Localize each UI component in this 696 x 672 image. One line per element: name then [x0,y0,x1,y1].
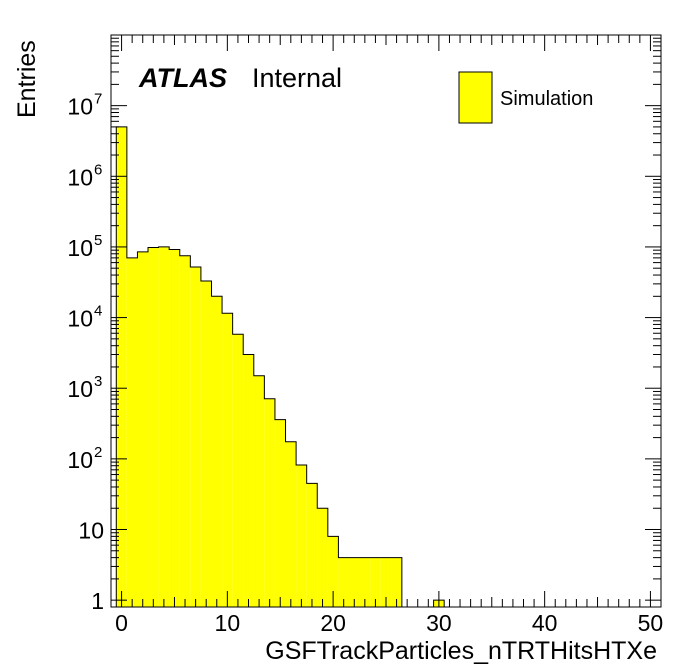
histogram-bin [158,246,170,608]
y-tick-label: 10 [67,447,93,473]
histogram-bin [380,557,392,607]
histogram-bin [116,126,127,607]
histogram-bin [296,464,307,607]
axis-ticks [111,35,661,607]
atlas-label: ATLAS [138,63,227,93]
y-tick-exponent: 2 [94,444,102,461]
internal-label: Internal [252,63,342,93]
histogram-bin [285,441,297,607]
histogram-bin [211,296,223,607]
y-tick-label: 10 [67,306,93,332]
histogram-bin [370,557,381,607]
y-tick-label: 10 [67,164,93,190]
y-tick-label: 10 [78,518,104,544]
x-tick-label: 50 [638,610,664,636]
histogram-bin [391,557,402,607]
x-axis-title: GSFTrackParticles_nTRTHitsHTXe [265,637,657,665]
histogram-bin [222,313,233,607]
legend-label: Simulation [500,88,593,110]
histogram-bin [179,255,191,607]
histogram-bin [264,398,275,607]
histogram-bin [348,557,360,607]
histogram-bin [200,280,212,607]
x-tick-label: 30 [426,610,452,636]
histogram-bin [317,508,328,607]
histogram-bin [243,354,254,607]
y-tick-exponent: 6 [94,161,102,178]
y-axis-title: Entries [13,40,41,118]
histogram-bin [148,247,159,607]
y-tick-label: 10 [67,376,93,402]
histogram-bin [274,419,286,607]
y-tick-label: 10 [67,235,93,261]
x-tick-labels: 0 10 20 30 40 50 [115,610,663,636]
x-tick-label: 0 [115,610,128,636]
y-tick-exponent: 3 [94,373,102,390]
histogram-bars [115,126,445,608]
legend-swatch [458,71,493,124]
y-tick-label: 10 [67,94,93,120]
histogram-bin [126,257,138,607]
y-tick-exponent: 5 [94,232,102,249]
legend: Simulation [458,71,593,124]
y-tick-label: 1 [91,588,104,614]
y-tick-exponent: 7 [94,91,102,108]
histogram-bin [327,536,339,607]
x-tick-label: 40 [532,610,558,636]
histogram-bin [190,266,201,607]
x-tick-label: 10 [215,610,241,636]
histogram-bin [169,249,180,607]
histogram-bin [359,557,371,607]
histogram-outline [115,126,445,608]
histogram-bin [232,334,244,607]
histogram-bin [253,375,265,607]
histogram-bin [137,251,149,608]
x-tick-label: 20 [320,610,346,636]
histogram-bin [338,557,349,607]
histogram-bin [306,483,318,607]
y-tick-exponent: 4 [94,303,102,320]
